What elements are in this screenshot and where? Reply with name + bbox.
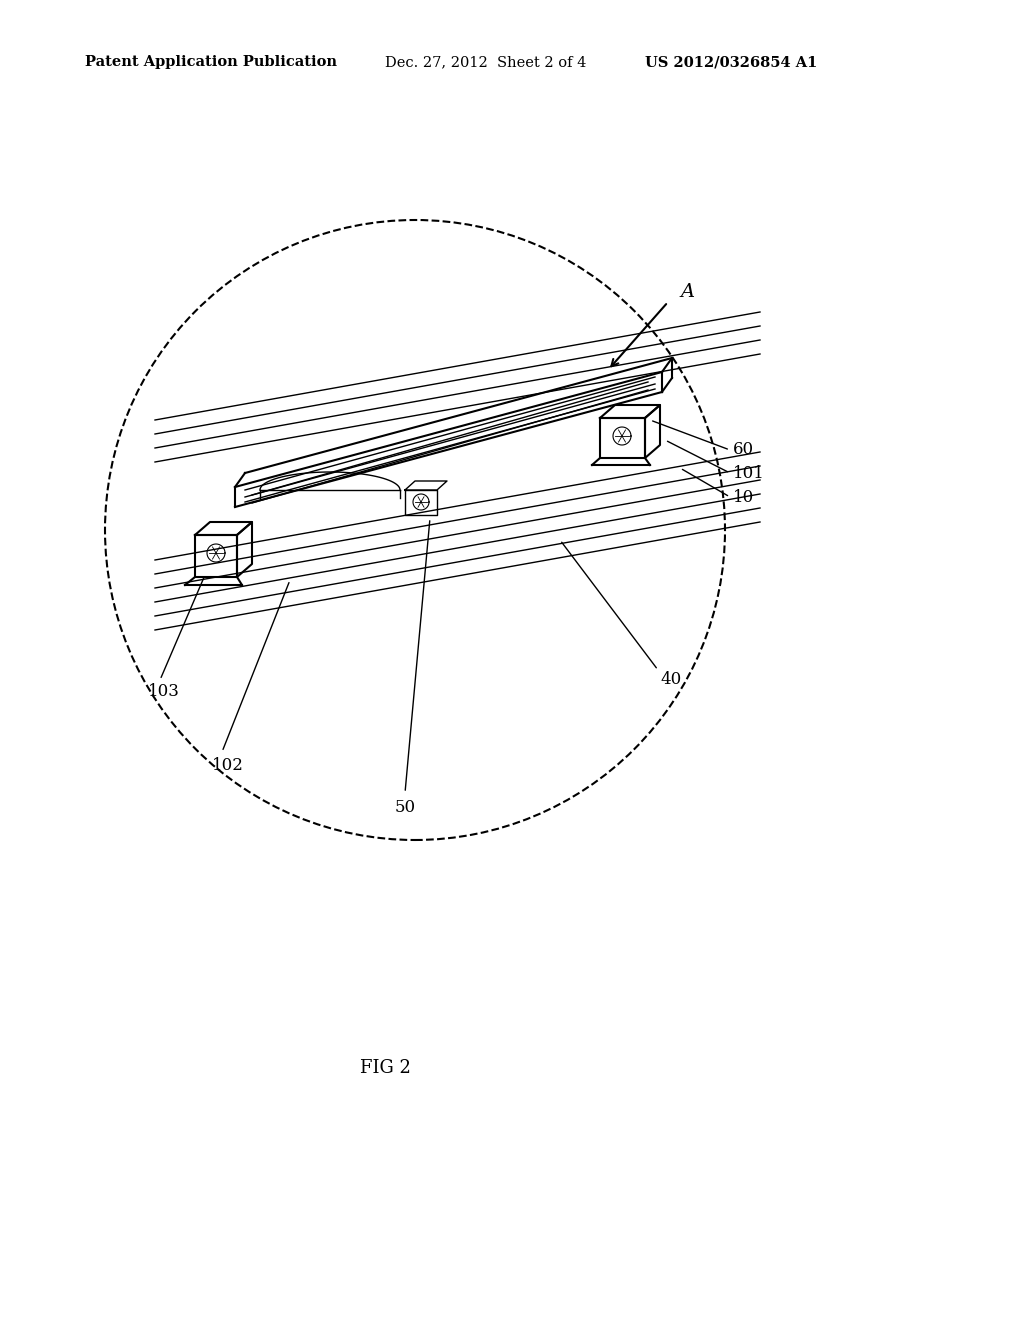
Text: 60: 60 (733, 441, 754, 458)
Text: Patent Application Publication: Patent Application Publication (85, 55, 337, 69)
Text: 102: 102 (212, 758, 244, 775)
Text: US 2012/0326854 A1: US 2012/0326854 A1 (645, 55, 817, 69)
Text: Dec. 27, 2012  Sheet 2 of 4: Dec. 27, 2012 Sheet 2 of 4 (385, 55, 587, 69)
Text: 10: 10 (733, 488, 755, 506)
Text: FIG 2: FIG 2 (359, 1059, 411, 1077)
Text: 101: 101 (733, 465, 765, 482)
Text: 40: 40 (660, 672, 681, 689)
Text: A: A (680, 282, 694, 301)
Text: 50: 50 (395, 800, 416, 817)
Text: 103: 103 (148, 684, 180, 701)
